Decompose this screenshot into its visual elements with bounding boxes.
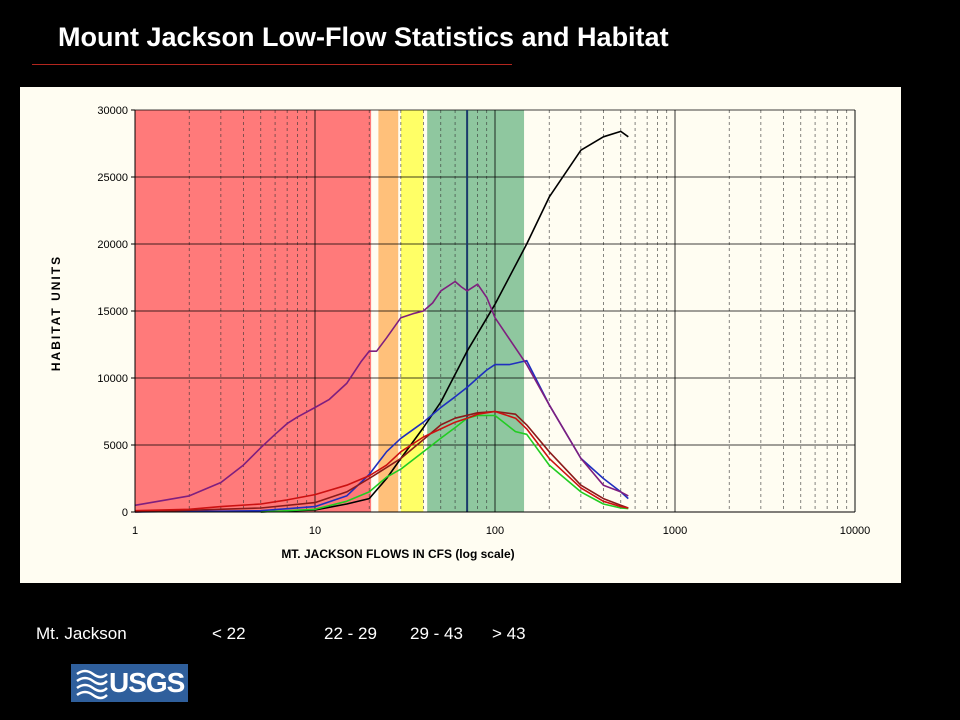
site-label: Mt. Jackson [36, 624, 127, 643]
range-label: > 43 [492, 624, 526, 643]
y-tick-label: 0 [122, 507, 128, 519]
title-underline [32, 64, 512, 65]
usgs-logo: USGS [71, 664, 188, 702]
y-tick-label: 5000 [104, 440, 128, 452]
flow-range-legend: Mt. Jackson < 22 22 - 29 29 - 43 > 43 [0, 624, 960, 648]
x-tick-label: 10000 [840, 525, 871, 537]
y-tick-label: 10000 [97, 373, 128, 385]
series-line [134, 410, 629, 512]
range-label: < 22 [212, 624, 246, 643]
chart-panel: 0 5000 10000 15000 20000 25000 30000 1 10 100 1000… [20, 87, 901, 583]
usgs-wave-icon [76, 669, 108, 700]
tick-labels: 0 5000 10000 15000 20000 25000 30000 1 10 100 1000… [97, 105, 870, 537]
x-tick-label: 1 [132, 525, 138, 537]
range-label: 22 - 29 [324, 624, 377, 643]
slide-title: Mount Jackson Low-Flow Statistics and Ha… [58, 22, 669, 52]
habitat-chart: 0 5000 10000 15000 20000 25000 30000 1 10 100 1000… [49, 105, 870, 561]
series-line [134, 410, 629, 513]
series-line [134, 280, 629, 507]
chart-gridlines [134, 109, 856, 513]
x-tick-label: 100 [486, 525, 504, 537]
habitat-series [134, 130, 629, 513]
y-tick-label: 30000 [97, 105, 128, 117]
range-label: 29 - 43 [410, 624, 463, 643]
y-tick-label: 20000 [97, 239, 128, 251]
x-axis-label: MT. JACKSON FLOWS IN CFS (log scale) [281, 547, 514, 561]
x-tick-label: 10 [309, 525, 321, 537]
y-axis-label: HABITAT UNITS [49, 255, 63, 371]
y-tick-label: 15000 [97, 306, 128, 318]
series-line [260, 130, 629, 513]
y-tick-label: 25000 [97, 172, 128, 184]
usgs-logo-text: USGS [109, 667, 185, 698]
x-tick-label: 1000 [663, 525, 687, 537]
